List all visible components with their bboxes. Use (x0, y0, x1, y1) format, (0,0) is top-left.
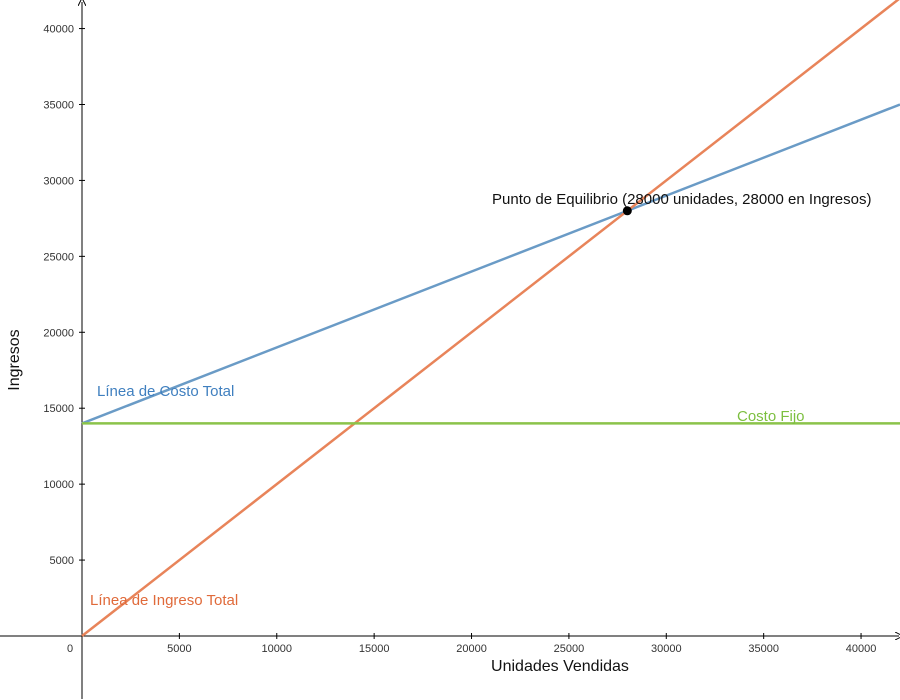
y-tick-label-40000: 40000 (43, 24, 74, 36)
break-even-label: Punto de Equilibrio (28000 unidades, 280… (492, 191, 871, 208)
x-axis-title: Unidades Vendidas (491, 658, 629, 675)
series-lines (81, 0, 900, 637)
labels: Unidades Vendidas Ingresos Línea de Cost… (6, 191, 871, 675)
points (622, 206, 632, 216)
x-tick-label-25000: 25000 (554, 643, 585, 655)
y-tick-label-10000: 10000 (43, 479, 74, 491)
fixed-cost-line-label: Costo Fijo (737, 408, 805, 425)
y-tick-label-25000: 25000 (43, 251, 74, 263)
x-tick-label-30000: 30000 (651, 643, 682, 655)
x-tick-label-5000: 5000 (167, 643, 191, 655)
x-tick-label-40000: 40000 (846, 643, 877, 655)
total-revenue-line (81, 0, 900, 637)
y-tick-label-20000: 20000 (43, 327, 74, 339)
break-even-point (622, 206, 632, 216)
y-tick-label-30000: 30000 (43, 175, 74, 187)
x-tick-label-0: 0 (67, 643, 73, 655)
y-tick-label-5000: 5000 (50, 555, 74, 567)
x-tick-label-10000: 10000 (261, 643, 292, 655)
x-tick-label-15000: 15000 (359, 643, 390, 655)
y-tick-label-15000: 15000 (43, 403, 74, 415)
y-tick-label-35000: 35000 (43, 99, 74, 111)
x-tick-label-20000: 20000 (456, 643, 487, 655)
total-cost-line-label: Línea de Costo Total (97, 383, 234, 400)
total-revenue-line-label: Línea de Ingreso Total (90, 592, 238, 609)
total-cost-line (81, 103, 900, 425)
x-tick-label-35000: 35000 (748, 643, 779, 655)
y-axis-title: Ingresos (6, 329, 23, 390)
